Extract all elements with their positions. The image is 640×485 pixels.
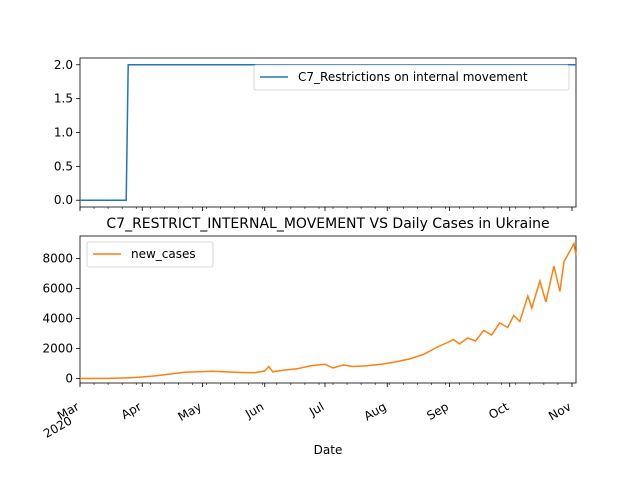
x-ticks-top bbox=[79, 207, 573, 211]
x-tick-label: May bbox=[176, 399, 204, 424]
x-tick-label: Jul bbox=[306, 399, 326, 419]
legend-label-new-cases: new_cases bbox=[131, 247, 196, 261]
y-tick-label: 1.5 bbox=[54, 92, 73, 106]
y-tick-label: 4000 bbox=[42, 312, 73, 326]
x-tick-label: Oct bbox=[486, 399, 511, 422]
legend-top: C7_Restrictions on internal movement bbox=[253, 64, 570, 91]
subplot-top: 0.0 0.5 1.0 1.5 2.0 C7_Restrictions on inter… bbox=[54, 57, 577, 211]
legend-box-top bbox=[253, 64, 570, 91]
axes-frame-bottom bbox=[79, 235, 577, 384]
y-ticks-top: 0.0 0.5 1.0 1.5 2.0 bbox=[54, 58, 80, 207]
y-tick-label: 6000 bbox=[42, 282, 73, 296]
x-axis-label: Date bbox=[314, 443, 343, 457]
y-tick-label: 8000 bbox=[42, 252, 73, 266]
x-tick-label: Nov bbox=[546, 399, 573, 423]
legend-label-restrictions: C7_Restrictions on internal movement bbox=[298, 70, 528, 84]
y-tick-label: 0.5 bbox=[54, 159, 73, 173]
legend-bottom: new_cases bbox=[86, 241, 214, 268]
y-tick-label: 2.0 bbox=[54, 58, 73, 72]
y-tick-label: 0.0 bbox=[54, 193, 73, 207]
y-tick-label: 0 bbox=[65, 372, 73, 386]
subplot-bottom: C7_RESTRICT_INTERNAL_MOVEMENT VS Daily C… bbox=[41, 216, 577, 457]
y-tick-label: 2000 bbox=[42, 342, 73, 356]
x-tick-label: Sep bbox=[424, 399, 451, 422]
x-tick-label: Apr bbox=[119, 399, 144, 422]
chart-title: C7_RESTRICT_INTERNAL_MOVEMENT VS Daily C… bbox=[106, 216, 549, 232]
y-tick-label: 1.0 bbox=[54, 126, 73, 140]
legend-box-bottom bbox=[86, 241, 214, 268]
x-tick-label: Jun bbox=[242, 399, 266, 421]
x-tick-label: Aug bbox=[361, 399, 388, 423]
series-line-new-cases bbox=[79, 241, 577, 380]
y-ticks-bottom: 0 2000 4000 6000 8000 bbox=[42, 252, 80, 386]
